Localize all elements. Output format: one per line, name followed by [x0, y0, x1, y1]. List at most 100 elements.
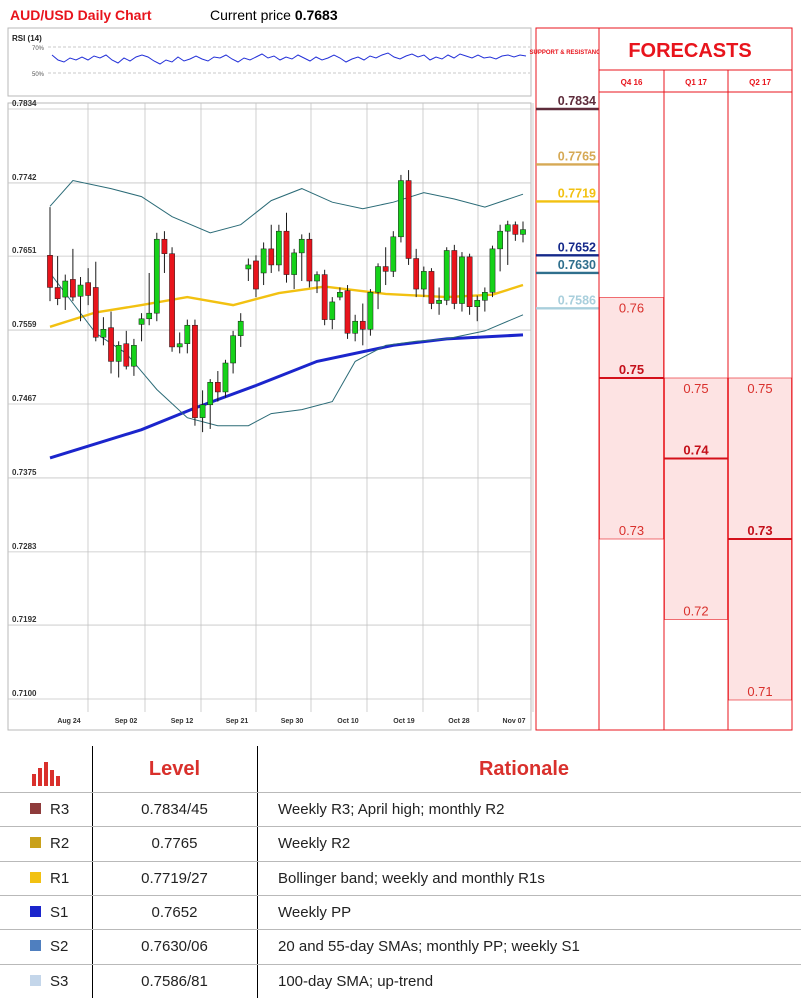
- y-tick-label: 0.7651: [12, 246, 37, 255]
- candle: [352, 314, 359, 342]
- x-tick-label: Sep 02: [115, 718, 138, 725]
- candle: [306, 232, 313, 288]
- level-rationale: Bollinger band; weekly and monthly R1s: [278, 869, 545, 887]
- candle-body: [123, 343, 130, 367]
- y-tick-label: 0.7467: [12, 394, 37, 403]
- candle-body: [314, 274, 320, 282]
- level-value: 0.7652: [151, 903, 198, 921]
- candle: [176, 332, 183, 354]
- bar-chart-icon: [32, 762, 60, 786]
- candle: [413, 248, 420, 298]
- y-axis-ticks: 0.7834 0.7742 0.7651 0.7559 0.7467 0.7375 0.72…: [12, 99, 37, 698]
- candle-body: [497, 230, 503, 250]
- candle: [405, 170, 412, 265]
- candle-body: [283, 230, 290, 275]
- candle: [344, 285, 351, 339]
- forecast-range: [664, 377, 728, 620]
- rationale-column-header: Rationale: [478, 758, 570, 780]
- candle: [161, 231, 168, 273]
- x-tick-label: Oct 10: [337, 718, 359, 725]
- candle-body: [512, 224, 519, 235]
- candle-body: [92, 287, 99, 338]
- chart-title: AUD/USD Daily Chart: [10, 7, 152, 23]
- level-value: 0.7586/81: [141, 972, 208, 990]
- candle: [474, 295, 481, 322]
- candle-body: [291, 252, 297, 275]
- forecast-column-1: Q1 17 0.75 0.74 0.72: [664, 78, 728, 620]
- candle: [222, 359, 229, 398]
- rsi-label: RSI (14): [12, 34, 42, 43]
- y-tick-label: 0.7192: [12, 615, 37, 624]
- level-color-swatch: [30, 871, 41, 883]
- y-tick-label: 0.7283: [12, 542, 37, 551]
- forecasts-title: FORECASTS: [628, 40, 751, 62]
- candle-body: [77, 284, 84, 297]
- sr-level: 0.7630: [536, 258, 599, 275]
- candle-body: [436, 300, 442, 304]
- candle-body: [367, 292, 374, 330]
- x-tick-label: Sep 30: [281, 718, 304, 725]
- series-line-3: [49, 272, 524, 427]
- level-label: R3: [50, 801, 70, 818]
- table-row: R2 0.7765 Weekly R2: [0, 826, 801, 861]
- candle-body: [298, 238, 305, 254]
- rsi-tick-70: 70%: [32, 46, 45, 52]
- sr-level-label: 0.7652: [558, 240, 596, 254]
- candle: [260, 242, 267, 286]
- level-rationale: Weekly R3; April high; monthly R2: [278, 801, 505, 818]
- candle-body: [237, 320, 244, 336]
- candle-body: [54, 287, 61, 299]
- candle-body: [131, 345, 137, 367]
- candle-body: [222, 362, 229, 393]
- candle: [314, 271, 320, 294]
- candle: [70, 248, 76, 302]
- level-color-swatch: [30, 974, 41, 986]
- price-plot-frame: [7, 102, 532, 731]
- candle: [337, 287, 343, 301]
- candle: [131, 338, 137, 376]
- candle-body: [214, 382, 221, 393]
- level-color-swatch: [30, 905, 41, 917]
- candle-body: [184, 324, 191, 344]
- candle: [283, 212, 290, 283]
- x-axis-ticks: Aug 24 Sep 02 Sep 12 Sep 21 Sep 30 Oct 10 Oct …: [57, 718, 525, 725]
- candle: [504, 220, 511, 265]
- candle: [436, 287, 442, 315]
- level-rationale: 20 and 55-day SMAs; monthly PP; weekly S…: [278, 938, 580, 956]
- candle: [169, 247, 175, 352]
- candle: [237, 313, 244, 347]
- candle-body: [138, 318, 145, 325]
- candle: [382, 247, 389, 286]
- candle: [100, 317, 107, 346]
- x-tick-label: Sep 21: [226, 718, 249, 725]
- forecast-column-0: Q4 16 0.76 0.75 0.73: [599, 78, 664, 540]
- candle-body: [321, 274, 328, 320]
- candle: [108, 311, 114, 374]
- candle-body: [428, 271, 435, 304]
- candle: [398, 174, 404, 243]
- candle-body: [344, 290, 351, 334]
- sr-level: 0.7765: [536, 149, 599, 166]
- candle: [192, 319, 198, 426]
- candle: [390, 231, 397, 277]
- candle: [268, 224, 275, 273]
- level-color-swatch: [30, 940, 41, 952]
- candle: [329, 297, 336, 330]
- candle: [230, 330, 236, 374]
- forecast-high: 0.75: [747, 381, 772, 396]
- candle-body: [405, 180, 412, 259]
- level-color-swatch: [30, 803, 41, 814]
- candle: [54, 256, 61, 306]
- y-tick-label: 0.7375: [12, 468, 37, 477]
- candle-body: [253, 260, 259, 290]
- candle-body: [482, 292, 488, 301]
- candle-body: [337, 292, 343, 298]
- level-value: 0.7834/45: [141, 801, 208, 818]
- candle-body: [520, 229, 526, 235]
- level-rationale: Weekly PP: [278, 903, 352, 921]
- y-tick-label: 0.7100: [12, 689, 37, 698]
- candle: [459, 252, 465, 312]
- sr-levels: 0.7834 0.7765 0.7719 0.7652 0.7630 0.7586: [536, 94, 599, 310]
- y-tick-label: 0.7559: [12, 320, 37, 329]
- candle-body: [100, 328, 107, 338]
